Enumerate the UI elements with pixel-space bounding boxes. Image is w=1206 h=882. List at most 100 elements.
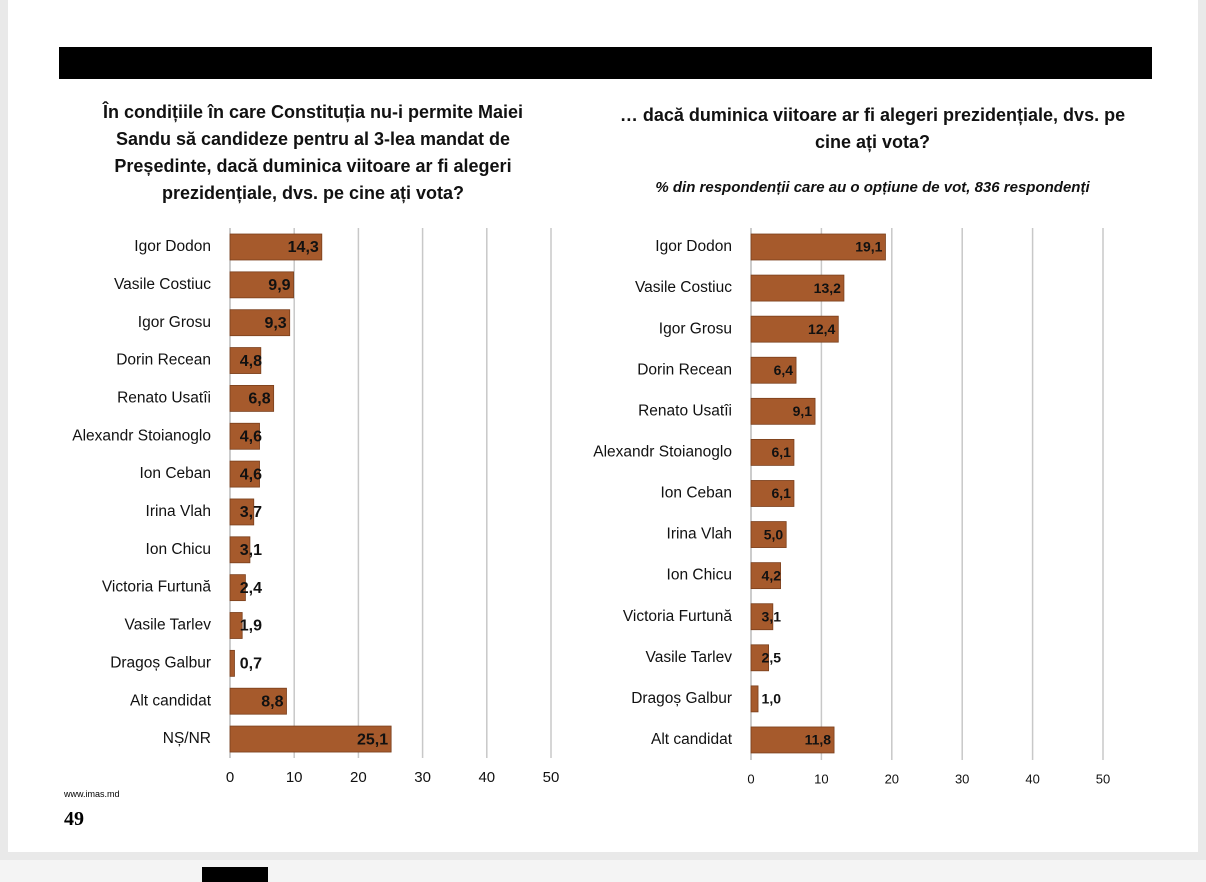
bar [750, 644, 770, 672]
bar [750, 356, 797, 384]
category-label: Ion Ceban [660, 485, 732, 502]
source: www.imas.md [64, 789, 120, 799]
bar [229, 498, 255, 526]
category-label: Dorin Recean [116, 352, 211, 369]
category-label: NȘ/NR [163, 730, 211, 747]
value-label: 1,0 [762, 691, 782, 707]
value-label: 9,9 [268, 277, 290, 294]
bar [229, 725, 392, 753]
chart-title: În condițiile în care Constituția nu-i p… [102, 102, 524, 203]
x-tick-label: 30 [414, 769, 431, 786]
value-label: 9,1 [793, 403, 813, 419]
bar [229, 271, 294, 299]
page-number: 49 [64, 808, 84, 830]
bar [750, 397, 816, 425]
value-label: 2,5 [762, 650, 782, 666]
bar [229, 612, 243, 639]
bar [229, 536, 251, 564]
category-label: Alt candidat [130, 692, 212, 709]
category-label: Ion Chicu [667, 567, 732, 584]
value-label: 11,8 [805, 732, 832, 748]
category-label: Vasile Costiuc [635, 279, 732, 296]
value-label: 4,6 [240, 466, 262, 483]
value-label: 0,7 [240, 656, 262, 673]
x-tick-label: 50 [543, 769, 560, 786]
bar [750, 480, 795, 507]
value-label: 12,4 [808, 321, 835, 337]
value-label: 6,8 [248, 391, 270, 408]
value-label: 9,3 [264, 315, 286, 332]
value-label: 3,1 [240, 542, 262, 559]
bar [229, 422, 260, 450]
bar [750, 274, 845, 302]
bar [750, 562, 781, 590]
bar [750, 233, 886, 261]
category-label: Igor Grosu [138, 314, 211, 331]
category-label: Victoria Furtună [102, 579, 212, 596]
category-label: Victoria Furtună [623, 608, 733, 625]
category-label: Igor Dodon [134, 238, 211, 255]
value-label: 25,1 [357, 731, 388, 748]
value-label: 3,7 [240, 504, 262, 521]
category-label: Ion Ceban [139, 465, 211, 482]
category-label: Alexandr Stoianoglo [593, 443, 732, 460]
bar [750, 438, 795, 466]
x-tick-label: 0 [747, 771, 754, 786]
header-band [59, 47, 1152, 79]
bar [229, 233, 323, 261]
x-tick-label: 0 [226, 769, 234, 786]
category-label: Renato Usatîi [117, 389, 211, 406]
value-label: 4,8 [240, 353, 262, 370]
bar [750, 726, 835, 754]
bar [750, 685, 759, 713]
bar [229, 347, 262, 374]
value-label: 14,3 [288, 239, 319, 256]
value-label: 4,2 [762, 567, 782, 583]
value-label: 19,1 [855, 239, 882, 255]
category-label: Alt candidat [651, 731, 733, 748]
bar [229, 309, 291, 337]
category-label: Vasile Tarlev [646, 649, 733, 666]
next-page-band [202, 867, 268, 882]
x-tick-label: 40 [1025, 771, 1039, 786]
value-label: 2,4 [240, 580, 262, 597]
category-label: Alexandr Stoianoglo [72, 427, 211, 444]
chart-title: … dacă duminica viitoare ar fi alegeri p… [619, 105, 1126, 152]
paper [8, 0, 1198, 852]
next-page [0, 860, 1206, 882]
category-label: Dragoș Galbur [110, 654, 211, 671]
bar [750, 315, 839, 343]
value-label: 5,0 [764, 526, 784, 542]
category-label: Igor Grosu [659, 320, 732, 337]
category-label: Irina Vlah [667, 526, 732, 543]
bar [750, 521, 787, 548]
category-label: Dorin Recean [637, 361, 732, 378]
chart-subtitle: % din respondenții care au o opțiune de … [655, 179, 1090, 196]
bar [229, 384, 275, 412]
value-label: 4,6 [240, 428, 262, 445]
value-label: 6,1 [771, 444, 791, 460]
value-label: 8,8 [261, 693, 283, 710]
value-label: 6,1 [771, 485, 791, 501]
x-tick-label: 30 [955, 771, 969, 786]
value-label: 3,1 [762, 608, 782, 624]
bar [229, 687, 287, 715]
x-tick-label: 50 [1096, 771, 1110, 786]
category-label: Vasile Tarlev [125, 617, 212, 634]
category-label: Ion Chicu [146, 541, 211, 558]
bar [229, 460, 260, 488]
x-tick-label: 10 [814, 771, 828, 786]
x-tick-label: 10 [286, 769, 303, 786]
category-label: Vasile Costiuc [114, 276, 211, 293]
x-tick-label: 40 [478, 769, 495, 786]
category-label: Igor Dodon [655, 238, 732, 255]
category-label: Renato Usatîi [638, 402, 732, 419]
category-label: Irina Vlah [146, 503, 211, 520]
bar [750, 603, 774, 631]
x-tick-label: 20 [350, 769, 367, 786]
bar [229, 574, 246, 602]
category-label: Dragoș Galbur [631, 690, 732, 707]
bar [229, 649, 235, 677]
